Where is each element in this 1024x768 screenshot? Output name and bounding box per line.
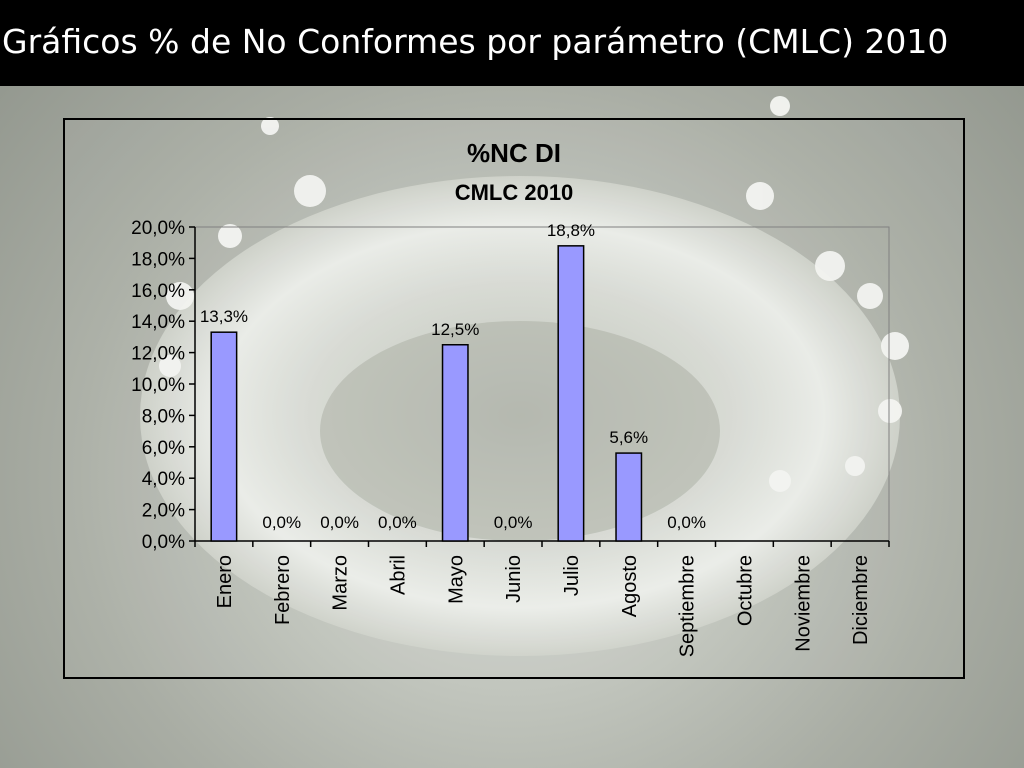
category-label: Abril [387, 555, 409, 595]
category-label: Enero [214, 555, 236, 608]
data-label: 0,0% [320, 513, 359, 532]
category-label: Agosto [619, 555, 641, 617]
bar [441, 344, 469, 542]
data-label: 0,0% [378, 513, 417, 532]
category-label: Marzo [330, 555, 352, 611]
y-tick-label: 6,0% [142, 438, 185, 459]
chart-container: %NC DI CMLC 2010 0,0% 2,0% 4,0% 6,0% 8,0% 10,… [63, 118, 965, 679]
category-label: Mayo [445, 555, 467, 604]
category-label: Septiembre [677, 555, 699, 657]
y-tick-label: 8,0% [142, 406, 185, 427]
chart-subtitle: CMLC 2010 [454, 180, 574, 205]
category-label: Febrero [272, 555, 294, 625]
category-label: Octubre [734, 555, 756, 626]
y-tick-label: 4,0% [142, 469, 185, 490]
slide-title: Gráficos % de No Conformes por parámetro… [2, 22, 949, 61]
data-label: 12,5% [431, 320, 479, 339]
bar-chart: 0,0% 2,0% 4,0% 6,0% 8,0% 10,0% 12,0% 14,0% 16,0%… [131, 218, 890, 657]
chart-title: %NC DI [467, 138, 561, 168]
bar [615, 452, 643, 542]
y-tick-label: 0,0% [142, 532, 185, 553]
data-label: 18,8% [547, 221, 595, 240]
y-tick-label: 18,0% [131, 249, 185, 270]
data-label: 0,0% [262, 513, 301, 532]
y-tick-label: 2,0% [142, 501, 185, 522]
data-label: 0,0% [494, 513, 533, 532]
data-label: 13,3% [200, 307, 248, 326]
y-tick-label: 10,0% [131, 375, 185, 396]
title-bar: Gráficos % de No Conformes por parámetro… [0, 0, 1024, 86]
y-tick-label: 14,0% [131, 312, 185, 333]
plot-area [194, 226, 890, 542]
y-tick-label: 12,0% [131, 344, 185, 365]
y-tick-label: 20,0% [131, 218, 185, 239]
bar [557, 245, 585, 542]
data-label: 0,0% [667, 513, 706, 532]
data-label: 5,6% [609, 428, 648, 447]
category-label: Diciembre [850, 555, 872, 645]
category-label: Junio [503, 555, 525, 603]
category-label: Julio [561, 555, 583, 596]
category-label: Noviembre [792, 555, 814, 652]
bar [210, 331, 238, 542]
y-tick-label: 16,0% [131, 281, 185, 302]
